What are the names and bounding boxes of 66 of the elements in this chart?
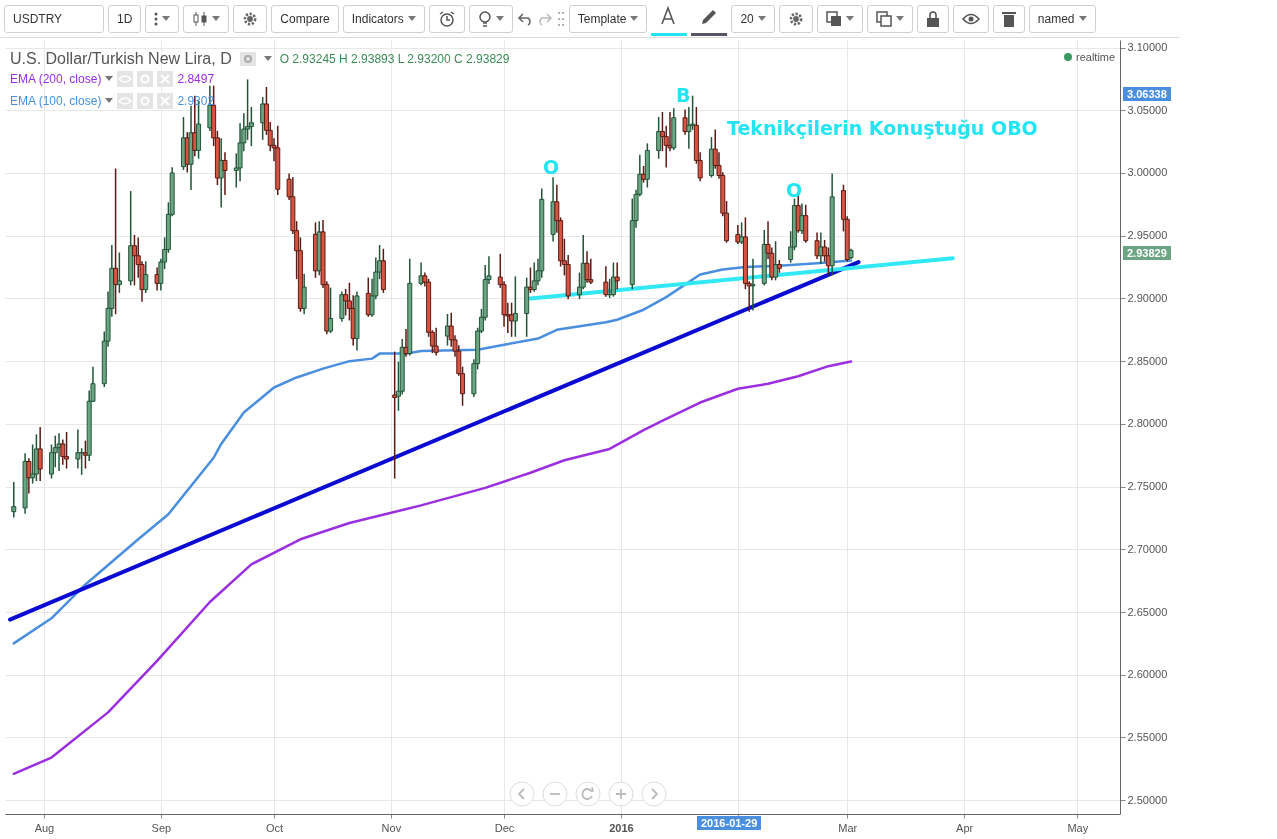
line-series bbox=[12, 360, 853, 776]
candlestick bbox=[11, 482, 17, 518]
y-tick-label: 3.05000 bbox=[1127, 103, 1168, 116]
y-tick-label: 2.55000 bbox=[1127, 730, 1168, 743]
candlestick bbox=[682, 109, 688, 135]
y-tick-label: 2.95000 bbox=[1127, 229, 1168, 242]
candlestick bbox=[26, 458, 32, 494]
text: EMA (200, close) bbox=[10, 72, 102, 86]
y-tick-label: 2.65000 bbox=[1127, 605, 1168, 618]
text: U.S. Dollar/Turkish New Lira, D bbox=[10, 50, 232, 68]
candlestick bbox=[512, 276, 518, 337]
candlestick bbox=[614, 262, 620, 290]
candlestick bbox=[584, 251, 590, 283]
annotation: O bbox=[543, 156, 560, 178]
x-tick-label: Sep bbox=[151, 821, 172, 834]
y-tick-label: 2.60000 bbox=[1127, 668, 1168, 681]
text: 20 bbox=[740, 11, 754, 26]
text: 2.93829 bbox=[1123, 246, 1171, 260]
text: EMA (100, close) bbox=[10, 94, 102, 108]
annotation: Teknikçilerin Konuştuğu OBO bbox=[727, 117, 1038, 139]
x-tick-label: May bbox=[1067, 821, 1089, 834]
candlestick bbox=[64, 431, 70, 469]
candlestick bbox=[328, 287, 334, 334]
candlestick bbox=[656, 117, 662, 159]
y-tick-label: 2.75000 bbox=[1127, 480, 1168, 493]
x-tick-label: Aug bbox=[34, 821, 55, 834]
candlestick bbox=[82, 440, 88, 469]
candlestick bbox=[531, 262, 537, 292]
candlestick bbox=[131, 234, 137, 286]
candlestick bbox=[509, 302, 515, 337]
text: 3.06338 bbox=[1123, 87, 1171, 101]
text: USDTRY bbox=[13, 11, 63, 26]
annotation: O bbox=[786, 179, 803, 201]
text: 1D bbox=[117, 11, 133, 26]
candlestick bbox=[116, 252, 122, 293]
y-tick-label: 2.80000 bbox=[1127, 417, 1168, 430]
y-tick-label: 2.50000 bbox=[1127, 793, 1168, 806]
y-tick-label: 3.10000 bbox=[1127, 41, 1168, 54]
x-tick-label: Dec bbox=[494, 821, 515, 834]
candlestick bbox=[750, 258, 756, 311]
x-tick-label: 2016 bbox=[609, 821, 634, 834]
candlestick bbox=[143, 261, 149, 293]
text: Compare bbox=[280, 11, 330, 26]
candlestick bbox=[527, 267, 533, 293]
text: Template bbox=[577, 11, 627, 26]
candlestick bbox=[222, 152, 228, 196]
annotation: realtime bbox=[1076, 51, 1116, 63]
candlestick bbox=[814, 232, 820, 260]
annotation: O 2.93245 H 2.93893 L 2.93200 C 2.93829 bbox=[279, 52, 510, 66]
text: Indicators bbox=[351, 11, 404, 26]
y-tick-label: 2.70000 bbox=[1127, 542, 1168, 555]
candlestick bbox=[339, 291, 345, 322]
annotation: B bbox=[676, 84, 691, 106]
x-tick-label: Mar bbox=[838, 821, 858, 834]
x-tick-label: Nov bbox=[381, 821, 402, 834]
y-tick-label: 2.90000 bbox=[1127, 291, 1168, 304]
text: 2016-01-29 bbox=[697, 816, 762, 830]
text: named bbox=[1037, 11, 1075, 26]
candlestick bbox=[301, 273, 307, 315]
x-tick-label: Oct bbox=[265, 821, 284, 834]
annotation: 2.8497 bbox=[177, 72, 215, 86]
candlestick bbox=[392, 351, 398, 479]
candlestick bbox=[433, 327, 439, 356]
y-tick-label: 3.00000 bbox=[1127, 166, 1168, 179]
y-tick-label: 2.85000 bbox=[1127, 354, 1168, 367]
x-tick-label: Apr bbox=[956, 821, 974, 834]
